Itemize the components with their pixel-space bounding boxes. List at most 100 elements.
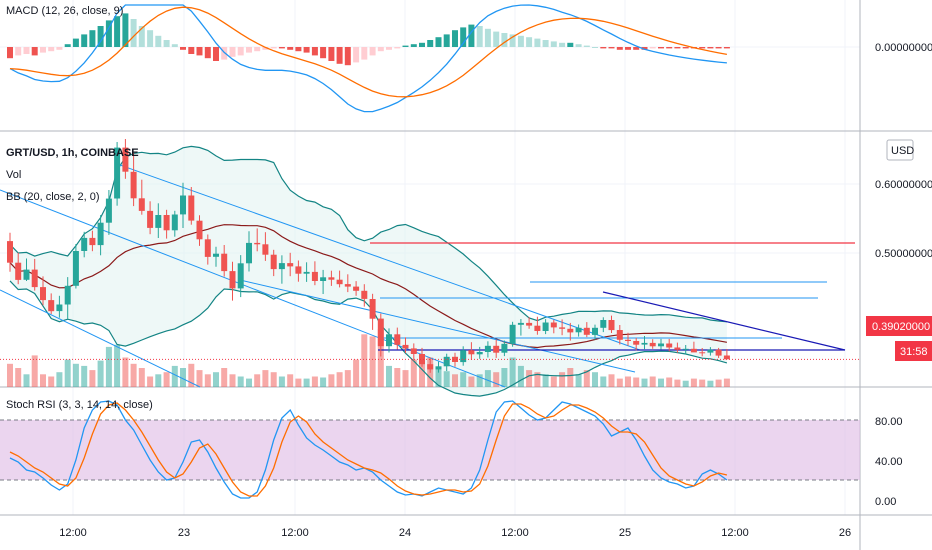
volume-bar (690, 378, 697, 387)
candle-body (394, 334, 401, 345)
candle-body (575, 327, 582, 333)
macd-histogram-bar (72, 38, 79, 47)
volume-bar (163, 372, 170, 387)
macd-histogram (7, 13, 730, 66)
macd-histogram-bar (64, 44, 71, 47)
macd-histogram-bar (138, 26, 145, 47)
candle-body (81, 237, 88, 251)
macd-histogram-bar (221, 47, 228, 60)
volume-bar (213, 372, 219, 387)
bb-legend[interactable]: BB (20, close, 2, 0) (6, 191, 100, 203)
macd-histogram-bar (213, 47, 219, 61)
volume-bar (188, 363, 195, 387)
candle-body (278, 263, 285, 270)
countdown-badge (895, 341, 932, 361)
channel-line-lower[interactable] (0, 289, 201, 388)
macd-histogram-bar (460, 27, 467, 47)
volume-bar (138, 368, 145, 387)
macd-histogram-bar (501, 33, 508, 47)
channel-line-upper[interactable] (119, 164, 641, 351)
candle-body (97, 222, 104, 246)
candlesticks (7, 139, 730, 373)
macd-line (9, 4, 727, 113)
volume-bar (7, 363, 13, 387)
candle-body (163, 215, 170, 231)
macd-histogram-bar (48, 47, 55, 52)
candle-body (608, 320, 615, 331)
macd-histogram-bar (229, 47, 236, 57)
macd-histogram-bar (583, 45, 590, 47)
macd-histogram-bar (386, 47, 392, 50)
macd-histogram-bar (674, 47, 681, 49)
candle-body (600, 320, 607, 328)
candle-body (328, 277, 335, 280)
volume-legend[interactable]: Vol (6, 169, 21, 181)
currency-label[interactable]: USD (891, 145, 914, 157)
candle-body (460, 350, 467, 363)
macd-histogram-bar (23, 47, 30, 54)
symbol-legend[interactable]: GRT/USD, 1h, COINBASE (6, 147, 139, 159)
macd-histogram-bar (452, 30, 458, 47)
candle-body (254, 242, 261, 245)
volume-bar (435, 368, 442, 387)
candle-body (7, 241, 13, 263)
volume-bar (254, 374, 261, 387)
macd-histogram-bar (353, 47, 360, 63)
volume-bar (303, 378, 310, 387)
volume-bar (625, 376, 631, 387)
volume-bar (682, 380, 689, 387)
macd-legend[interactable]: MACD (12, 26, close, 9) (6, 5, 123, 17)
candle-body (476, 352, 483, 355)
volume-bar (468, 376, 475, 387)
macd-histogram-bar (493, 31, 500, 47)
candle-body (114, 147, 121, 199)
price-tick: 0.50000000 (875, 248, 932, 260)
macd-histogram-bar (278, 47, 285, 49)
macd-histogram-bar (559, 42, 566, 47)
volume-bar (64, 359, 71, 387)
candle-body (682, 348, 689, 350)
candle-body (130, 171, 137, 199)
countdown-value: 31:58 (900, 346, 928, 358)
time-tick: 12:00 (501, 527, 529, 539)
stoch-d-line (9, 402, 728, 497)
candle-body (649, 342, 656, 347)
macd-histogram-bar (237, 47, 244, 56)
volume-bar (369, 336, 376, 387)
volume-bar (567, 368, 574, 387)
volume-bar (583, 370, 590, 387)
macd-histogram-bar (435, 37, 442, 47)
volume-bar (221, 368, 228, 387)
volume-bar (666, 377, 673, 387)
candle-body (303, 271, 310, 274)
candle-body (15, 262, 22, 280)
triangle-upper[interactable] (602, 291, 846, 351)
candle-body (723, 355, 730, 360)
macd-histogram-bar (633, 47, 640, 50)
currency-button[interactable] (886, 139, 914, 161)
candle-body (501, 343, 508, 353)
time-tick: 12:00 (281, 527, 309, 539)
candle-body (40, 287, 46, 301)
candle-body (320, 277, 327, 281)
volume-bar (353, 359, 360, 387)
channel-line-upper-2[interactable] (239, 279, 636, 373)
macd-histogram-bar (575, 44, 582, 47)
candle-body (155, 215, 162, 228)
volume-bar (608, 374, 615, 387)
time-axis[interactable]: 12:00 23 12:00 24 12:00 25 12:00 26 (59, 527, 851, 539)
macd-histogram-bar (130, 19, 137, 47)
macd-histogram-bar (246, 47, 252, 53)
candle-body (344, 284, 351, 287)
trend-drawings[interactable] (0, 164, 855, 388)
macd-histogram-bar (534, 38, 541, 47)
bollinger-basis-line (9, 224, 728, 349)
macd-histogram-bar (484, 28, 491, 47)
macd-histogram-bar (7, 47, 13, 59)
volume-bar (526, 370, 533, 387)
candle-body (435, 366, 442, 370)
volume-bar (484, 370, 491, 387)
stoch-legend[interactable]: Stoch RSI (3, 3, 14, 14, close) (6, 399, 153, 411)
time-tick: 12:00 (59, 527, 87, 539)
